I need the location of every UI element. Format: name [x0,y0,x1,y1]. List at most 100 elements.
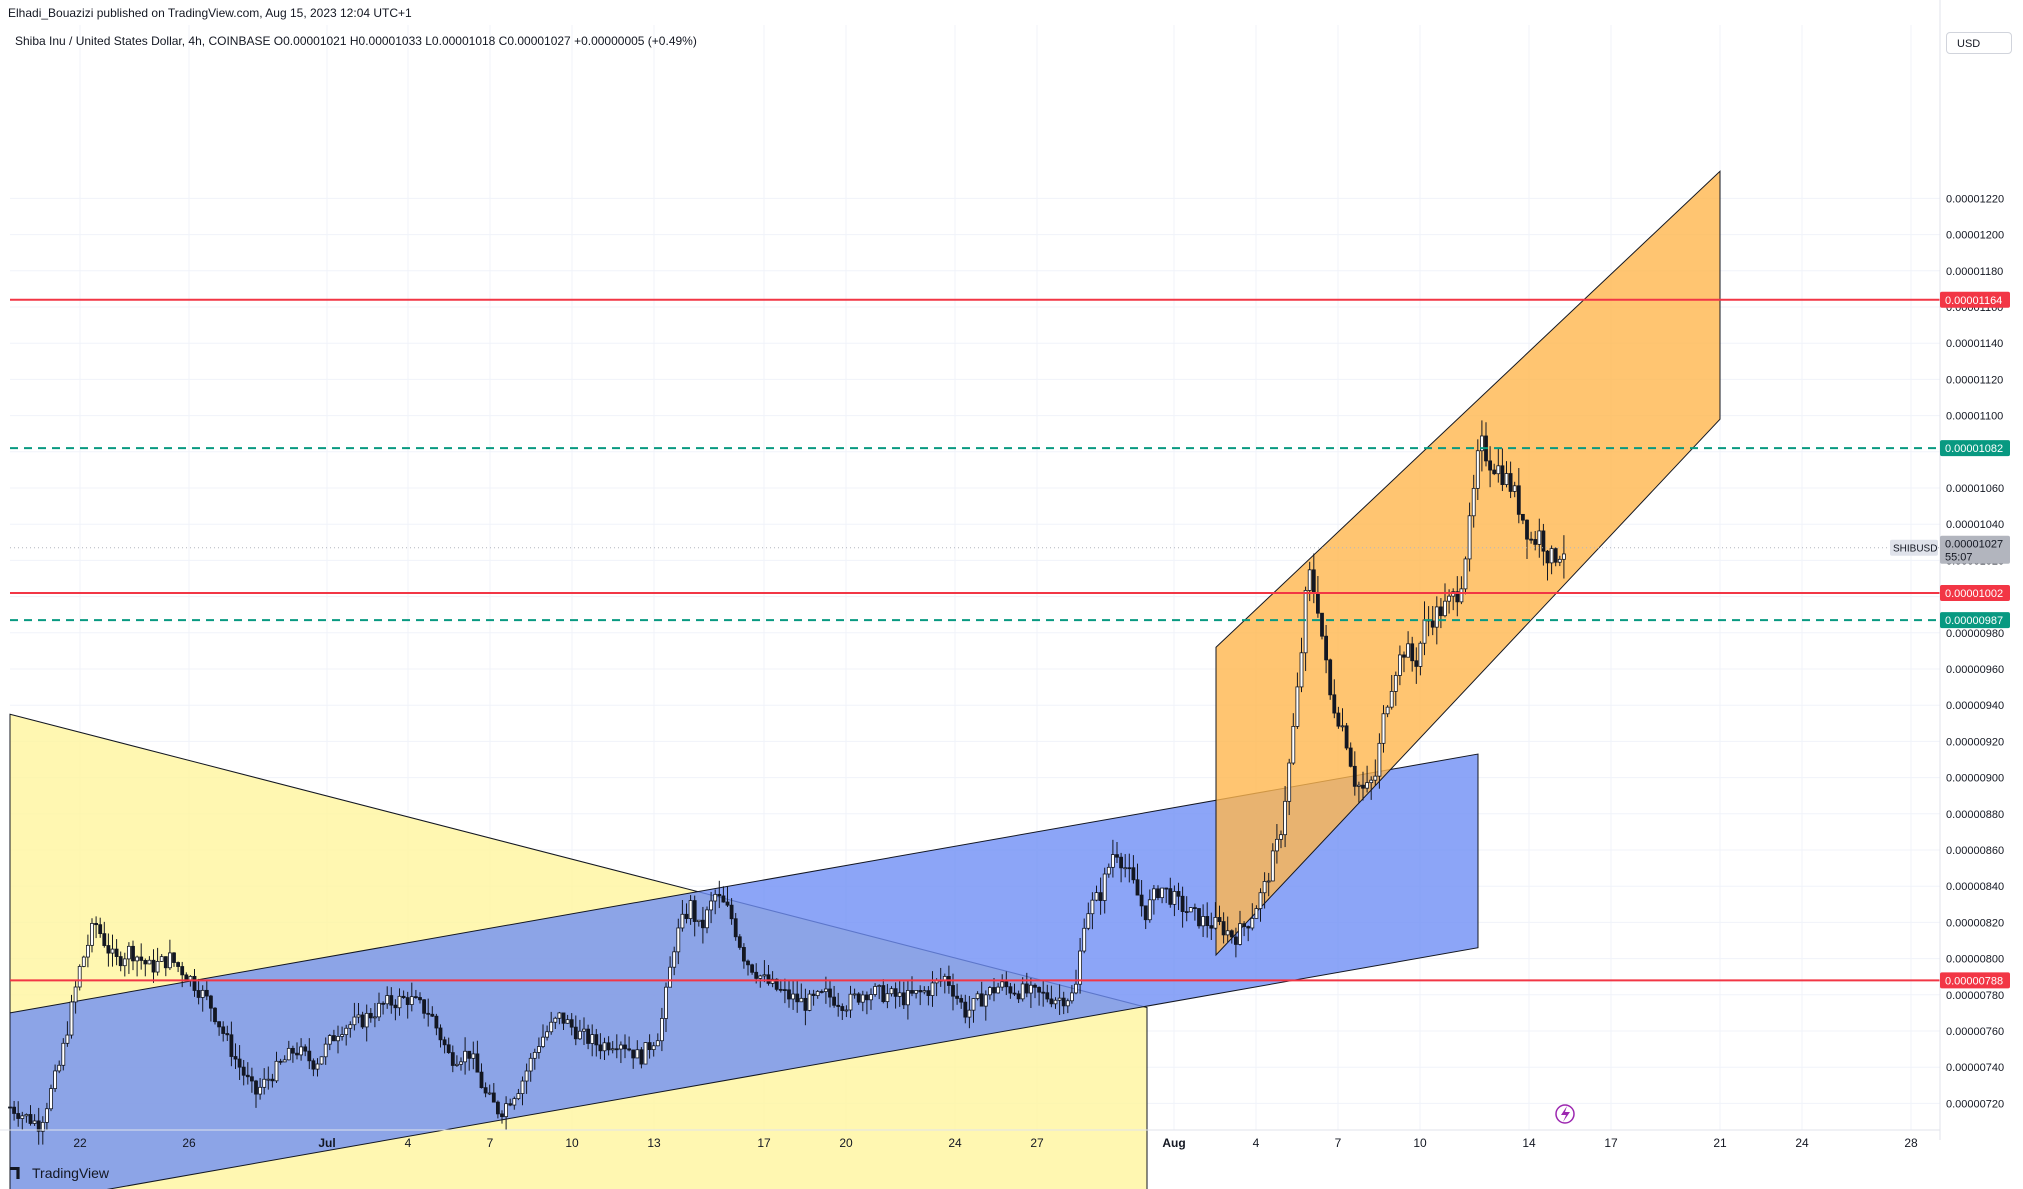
candle-up [676,927,681,953]
candle-up [799,997,804,1003]
lightning-icon[interactable] [1555,1104,1575,1124]
candle-down [1541,530,1546,552]
candle-up [1275,838,1279,852]
candle-up [709,900,713,911]
candle-down [401,995,406,998]
candle-up [1381,713,1386,744]
tradingview-footer[interactable]: TradingView [10,1165,109,1181]
candle-up [619,1044,623,1050]
candle-up [791,993,795,1000]
candle-up [110,948,115,954]
candle-up [1090,899,1095,915]
candle-up [1307,569,1312,591]
time-tick-label: 22 [73,1136,87,1150]
candle-up [1299,652,1304,688]
candle-up [1111,854,1115,868]
candle-down [233,1056,238,1060]
candle-up [1250,917,1255,929]
candle-down [1193,907,1197,909]
candle-up [352,1016,357,1026]
candle-down [1016,993,1021,1000]
candle-up [471,1053,476,1059]
candle-up [315,1063,320,1070]
candle-up [1123,867,1128,870]
candle-down [467,1050,472,1059]
candle-up [364,1012,369,1028]
candle-down [413,996,418,999]
candle-up [258,1086,263,1095]
candle-down [733,918,738,938]
candle-down [1168,888,1173,905]
candle-down [1209,925,1214,929]
candle-down [1180,895,1185,912]
candle-down [1229,930,1234,938]
candle-up [1291,725,1296,764]
candle-down [840,1006,845,1011]
candle-down [508,1103,513,1106]
candle-down [114,948,119,957]
candle-down [131,945,135,962]
candle-up [61,1042,66,1066]
candle-up [983,994,988,1007]
candle-up [660,1018,664,1042]
candle-up [504,1103,509,1118]
candle-up [1480,435,1484,452]
candle-down [450,1052,455,1066]
candle-up [664,986,668,1019]
last-price-value: 0.00001027 [1945,539,2003,551]
candle-up [40,1121,45,1132]
time-tick-label: 26 [182,1136,196,1150]
candle-down [475,1053,480,1073]
candle-down [1049,998,1054,1005]
candle-up [299,1046,304,1056]
candle-down [721,895,726,903]
candle-down [1221,921,1226,936]
candle-down [290,1047,295,1054]
time-axis: 22 26 Jul 4 7 10 13 17 20 24 27 Aug 4 7 10 14 17 21 24 28 [0,1129,1940,1150]
candle-up [1279,834,1283,840]
candle-up [262,1078,267,1088]
candle-down [307,1050,312,1062]
candle-up [688,900,693,919]
candle-up [1283,800,1287,836]
candle-down [832,996,836,1006]
candle-up [1463,558,1468,590]
candle-down [959,998,964,1003]
currency-button[interactable]: USD [1946,32,2012,54]
candle-up [1365,782,1369,789]
candle-down [180,966,185,976]
candle-up [167,952,172,969]
price-tags: 0.00001164 0.00001082 0.00001002 0.00000987… [10,291,2010,989]
candle-down [1234,936,1238,945]
candle-up [1369,779,1374,784]
candle-down [368,1012,373,1019]
candle-down [951,985,955,997]
candle-down [865,994,869,1001]
candle-up [680,913,685,929]
price-level-label: 0.00001002 [1945,588,2003,600]
candle-down [1217,917,1222,922]
candle-up [1475,450,1480,489]
candle-up [159,956,164,962]
candle-down [586,1028,590,1044]
candle-down [438,1027,443,1041]
candle-down [1012,992,1017,995]
candle-down [151,959,156,973]
candle-up [1504,473,1509,485]
candle-up [90,922,94,946]
candle-up [155,961,160,973]
candle-down [1324,635,1328,661]
candle-down [176,962,181,967]
candle-down [729,904,734,920]
candle-up [852,993,857,996]
candle-up [1188,907,1193,913]
candle-down [270,1078,275,1082]
candle-up [20,1115,25,1119]
candle-up [1029,984,1033,994]
candle-down [910,990,914,994]
price-level-label: 0.00000788 [1945,975,2003,987]
candle-down [1311,569,1316,594]
tradingview-brand: TradingView [32,1165,110,1181]
candle-down [750,964,754,973]
